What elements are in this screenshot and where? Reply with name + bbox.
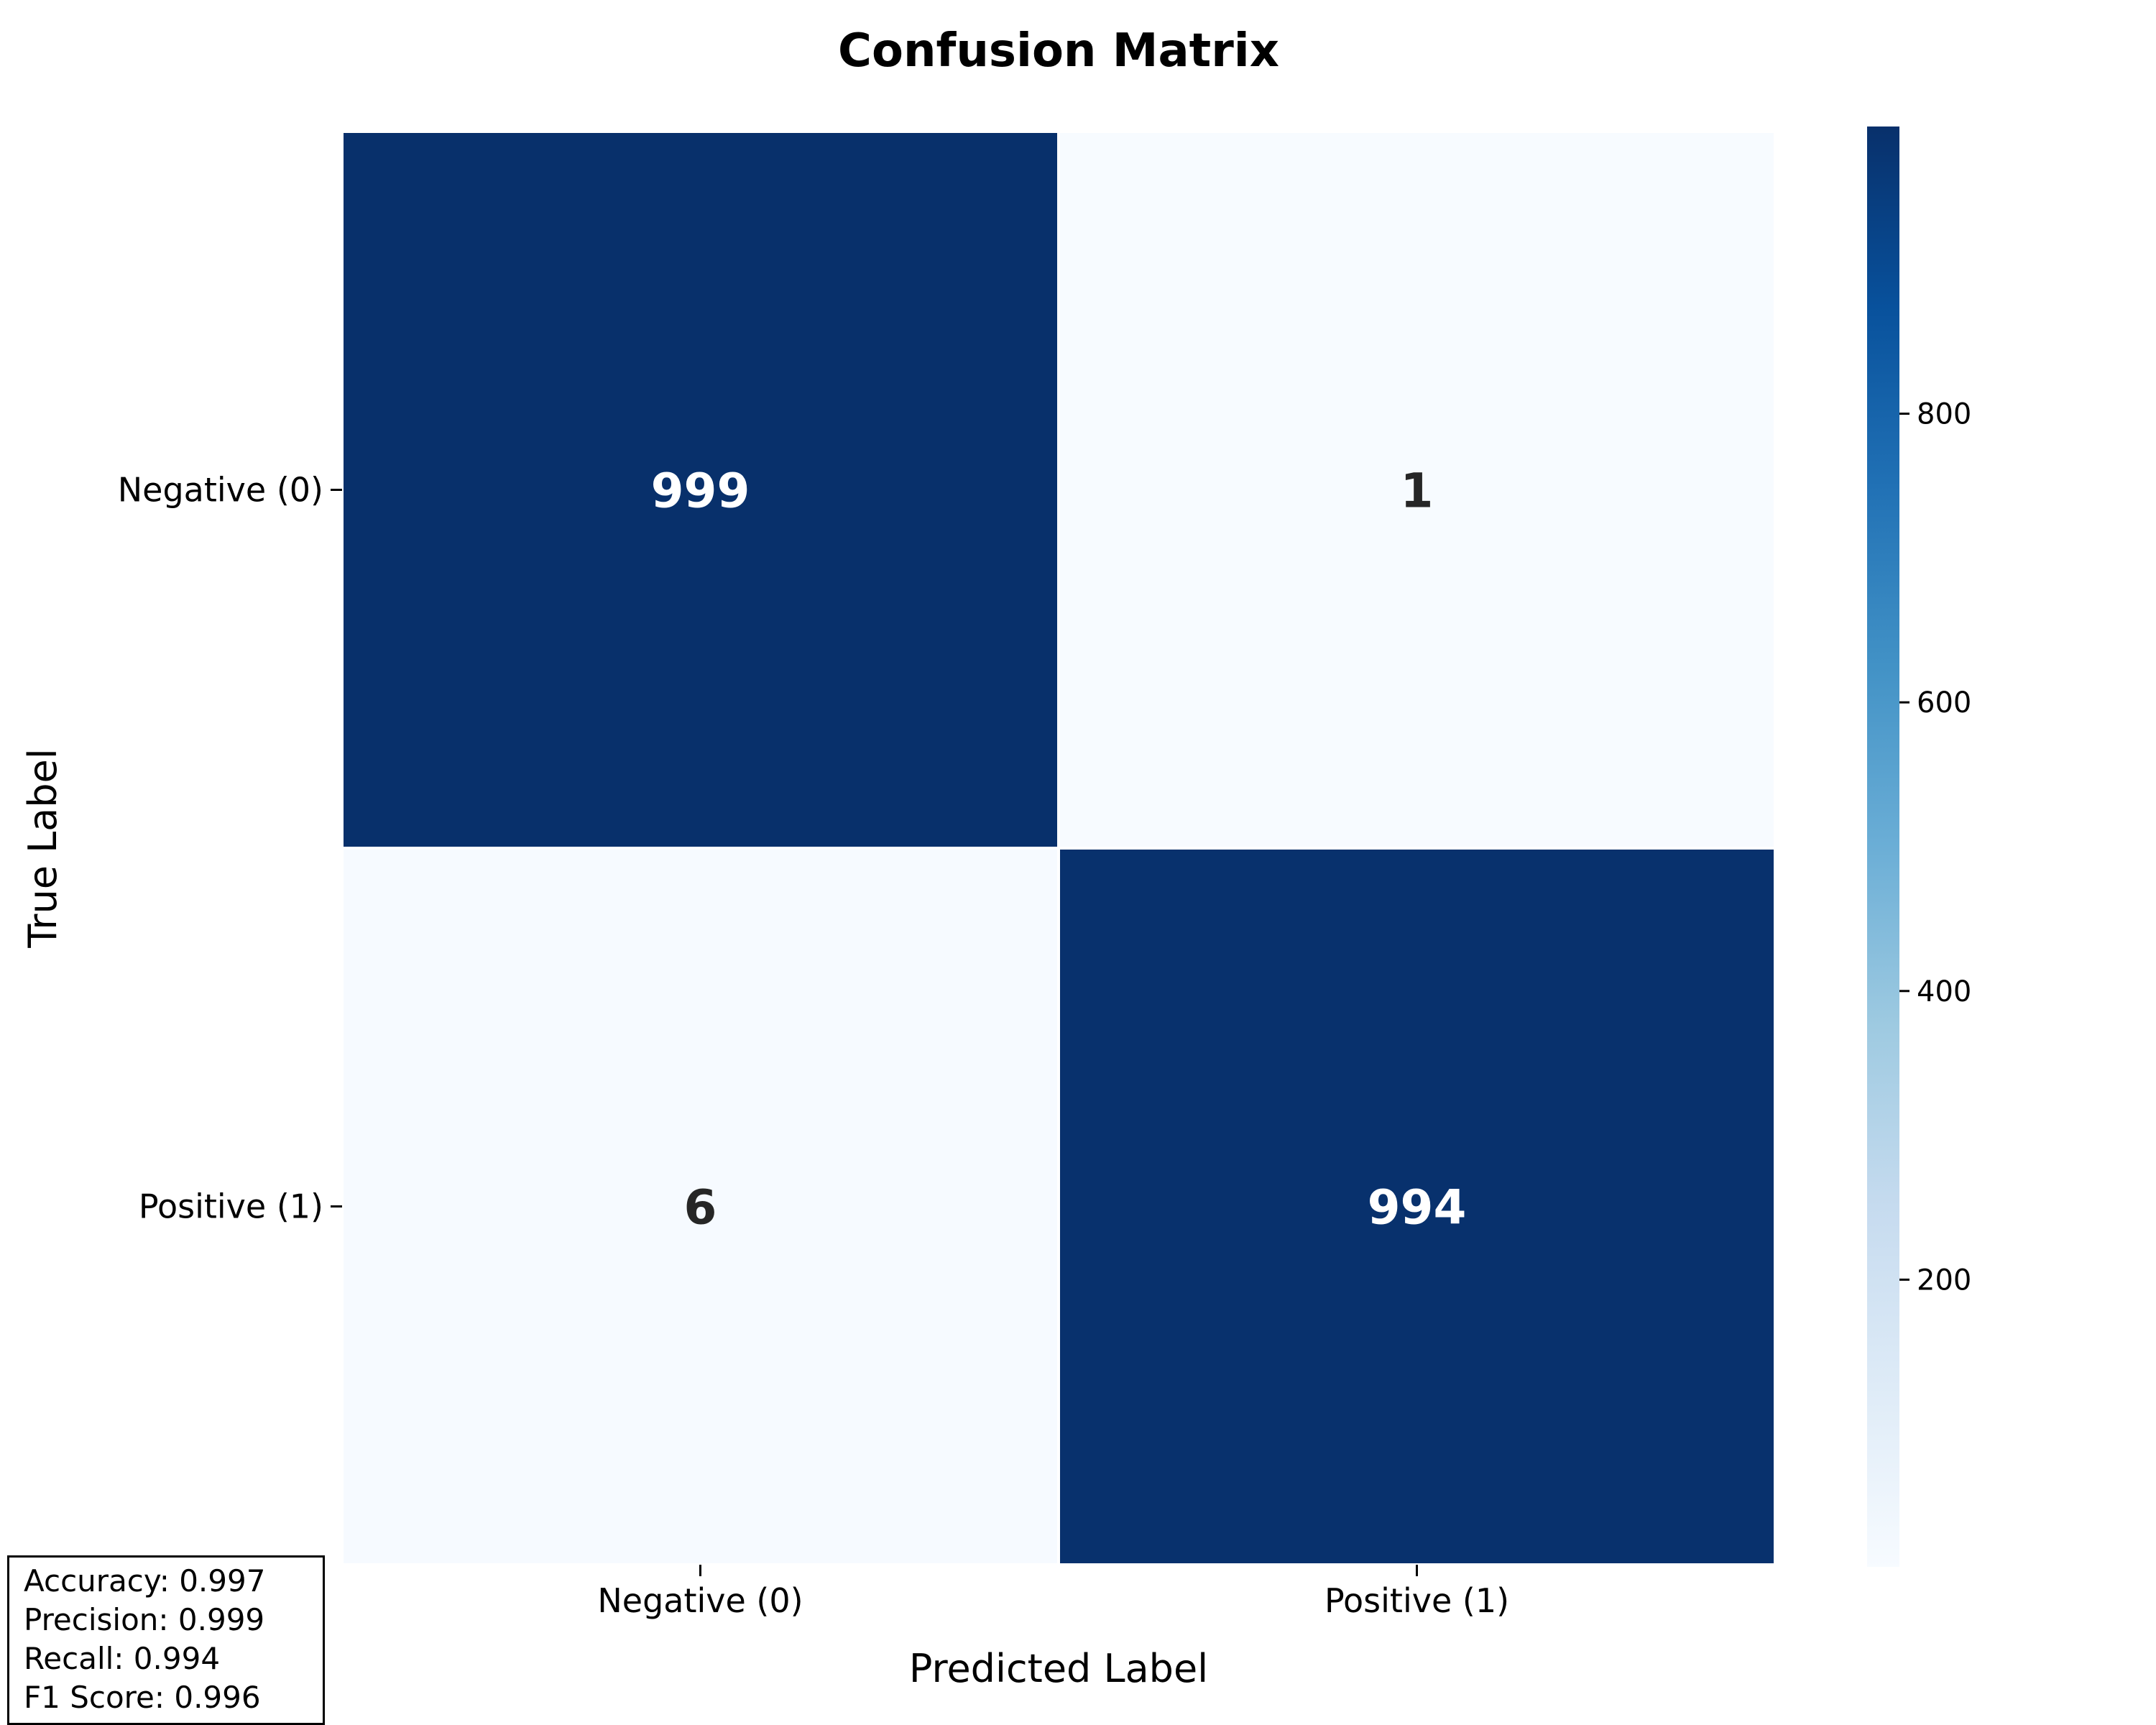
colorbar-tick-label-3: 800 — [1917, 398, 1971, 431]
colorbar — [1867, 126, 1899, 1567]
accuracy-metric: Accuracy: 0.997 — [24, 1563, 266, 1598]
chart-title: Confusion Matrix — [838, 24, 1279, 78]
x-tick-label-0: Negative (0) — [597, 1581, 803, 1620]
colorbar-tick-label-2: 600 — [1917, 686, 1971, 719]
heatmap-cell-0-0 — [341, 130, 1060, 850]
y-tick-label-0: Negative (0) — [118, 471, 323, 510]
x-axis-label: Predicted Label — [909, 1646, 1208, 1691]
recall-metric: Recall: 0.994 — [24, 1641, 221, 1676]
cell-value-label-1-1: 994 — [1368, 1180, 1467, 1236]
colorbar-tick-label-1: 400 — [1917, 975, 1971, 1008]
cell-value-label-1-0: 6 — [684, 1180, 717, 1236]
cell-value-label-0-0: 999 — [651, 464, 750, 519]
metrics-box: Accuracy: 0.997 Precision: 0.999 Recall:… — [7, 1555, 325, 1725]
cell-value-label-0-1: 1 — [1401, 464, 1434, 519]
heatmap-cell-1-0 — [341, 847, 1060, 1566]
heatmap-cell-0-1 — [1057, 130, 1777, 850]
f1-metric: F1 Score: 0.996 — [24, 1680, 261, 1715]
y-tick-label-1: Positive (1) — [139, 1187, 323, 1226]
precision-metric: Precision: 0.999 — [24, 1602, 265, 1637]
y-axis-label: True Label — [20, 748, 65, 949]
heatmap-cell-1-1 — [1057, 847, 1777, 1566]
x-tick-label-1: Positive (1) — [1325, 1581, 1509, 1620]
colorbar-tick-label-0: 200 — [1917, 1264, 1971, 1297]
